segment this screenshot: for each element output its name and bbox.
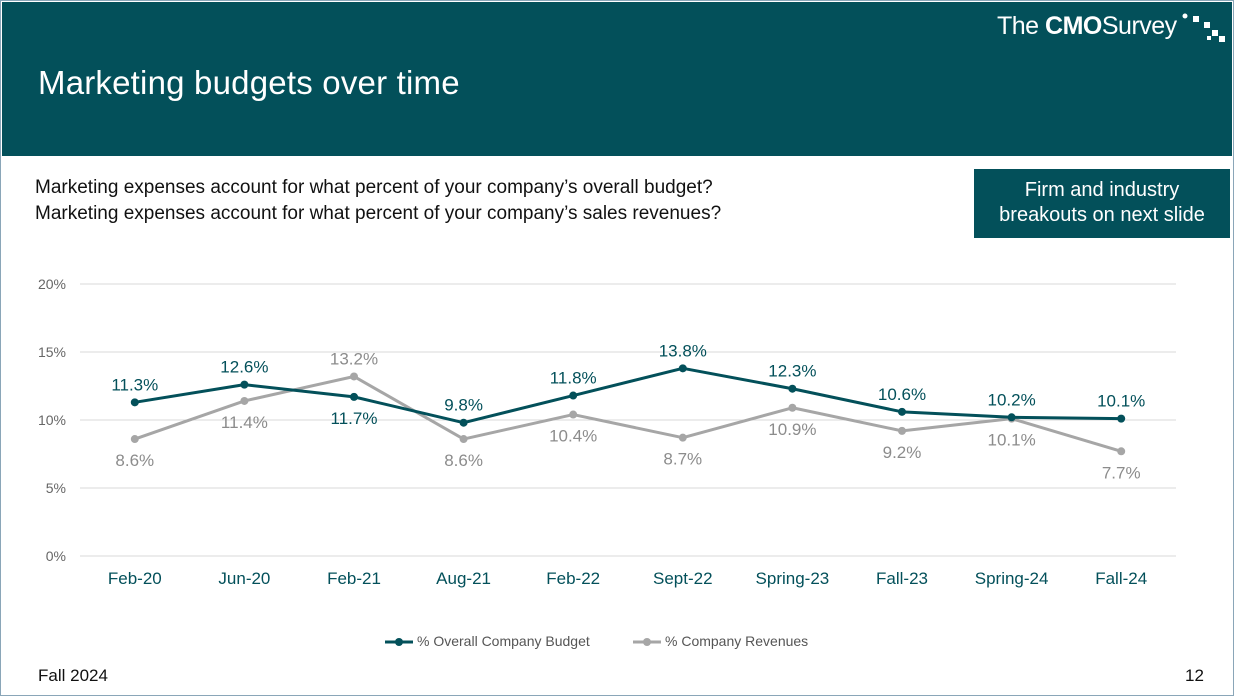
data-point bbox=[459, 418, 468, 427]
legend-marker-revenues bbox=[633, 638, 661, 646]
data-label: 11.4% bbox=[221, 413, 268, 432]
data-point bbox=[130, 398, 139, 407]
logo-dots-icon bbox=[1182, 13, 1225, 42]
data-label: 9.8% bbox=[444, 396, 483, 415]
page-title: Marketing budgets over time bbox=[38, 64, 460, 101]
data-label: 12.6% bbox=[220, 358, 268, 377]
data-label: 10.1% bbox=[1097, 392, 1145, 411]
data-label: 10.6% bbox=[878, 385, 926, 404]
x-tick-label: Fall-23 bbox=[876, 569, 928, 588]
data-point bbox=[240, 380, 249, 389]
data-point bbox=[130, 435, 139, 444]
data-label: 8.7% bbox=[663, 450, 702, 469]
x-tick-label: Jun-20 bbox=[218, 569, 270, 588]
callout-line-2: breakouts on next slide bbox=[999, 204, 1205, 226]
logo-cmo: CMO bbox=[1045, 12, 1102, 40]
y-tick-label: 0% bbox=[46, 548, 66, 564]
legend-label-revenues: % Company Revenues bbox=[665, 633, 809, 649]
data-label: 10.2% bbox=[987, 390, 1035, 409]
x-tick-label: Feb-22 bbox=[546, 569, 600, 588]
x-tick-label: Sept-22 bbox=[653, 569, 713, 588]
data-label: 8.6% bbox=[115, 451, 154, 470]
data-point bbox=[898, 407, 906, 416]
question-budget: Marketing expenses account for what perc… bbox=[35, 177, 713, 198]
data-point bbox=[350, 392, 358, 401]
data-label: 12.3% bbox=[768, 362, 816, 381]
y-tick-label: 20% bbox=[38, 276, 66, 292]
footer-date: Fall 2024 bbox=[38, 666, 108, 685]
data-point bbox=[1007, 413, 1016, 422]
callout-line-1: Firm and industry bbox=[1024, 179, 1180, 201]
question-revenues: Marketing expenses account for what perc… bbox=[35, 203, 722, 224]
x-tick-label: Fall-24 bbox=[1095, 569, 1147, 588]
x-tick-label: Feb-21 bbox=[327, 569, 381, 588]
data-point bbox=[1117, 414, 1126, 423]
data-point bbox=[1117, 447, 1126, 456]
data-point bbox=[788, 384, 797, 393]
x-tick-label: Feb-20 bbox=[108, 569, 162, 588]
data-point bbox=[240, 396, 249, 405]
data-point bbox=[788, 403, 797, 412]
data-label: 11.7% bbox=[331, 409, 378, 428]
x-tick-label: Spring-24 bbox=[975, 569, 1049, 588]
data-label: 10.4% bbox=[549, 427, 597, 446]
y-tick-label: 10% bbox=[38, 412, 66, 428]
data-label: 13.2% bbox=[330, 349, 378, 368]
x-tick-label: Spring-23 bbox=[756, 569, 830, 588]
legend-label-budget: % Overall Company Budget bbox=[417, 633, 590, 649]
data-label: 10.9% bbox=[768, 420, 816, 439]
series-line-budget bbox=[134, 366, 1122, 425]
y-tick-label: 15% bbox=[38, 344, 66, 360]
breakouts-callout: Firm and industry breakouts on next slid… bbox=[974, 169, 1230, 238]
cmo-survey-logo: The CMOSurvey bbox=[997, 12, 1177, 41]
data-label: 9.2% bbox=[883, 443, 922, 462]
data-point bbox=[569, 391, 578, 400]
series-line-revenues bbox=[134, 374, 1122, 453]
page-number: 12 bbox=[1185, 666, 1204, 685]
data-point bbox=[569, 410, 578, 419]
data-point bbox=[898, 426, 906, 435]
y-tick-label: 5% bbox=[46, 480, 66, 496]
x-tick-label: Aug-21 bbox=[436, 569, 491, 588]
legend-marker-budget bbox=[385, 638, 413, 646]
data-point bbox=[678, 433, 687, 442]
data-label: 10.1% bbox=[987, 431, 1035, 450]
data-label: 7.7% bbox=[1102, 463, 1141, 482]
data-point bbox=[678, 364, 687, 373]
data-label: 13.8% bbox=[659, 341, 707, 360]
data-point bbox=[350, 372, 358, 381]
data-label: 11.3% bbox=[111, 375, 158, 394]
logo-the: The bbox=[997, 12, 1039, 40]
header-band: Marketing budgets over time bbox=[2, 2, 1232, 156]
data-label: 8.6% bbox=[444, 451, 483, 470]
data-label: 11.8% bbox=[550, 369, 597, 388]
logo-survey: Survey bbox=[1101, 12, 1177, 40]
data-point bbox=[459, 435, 468, 444]
